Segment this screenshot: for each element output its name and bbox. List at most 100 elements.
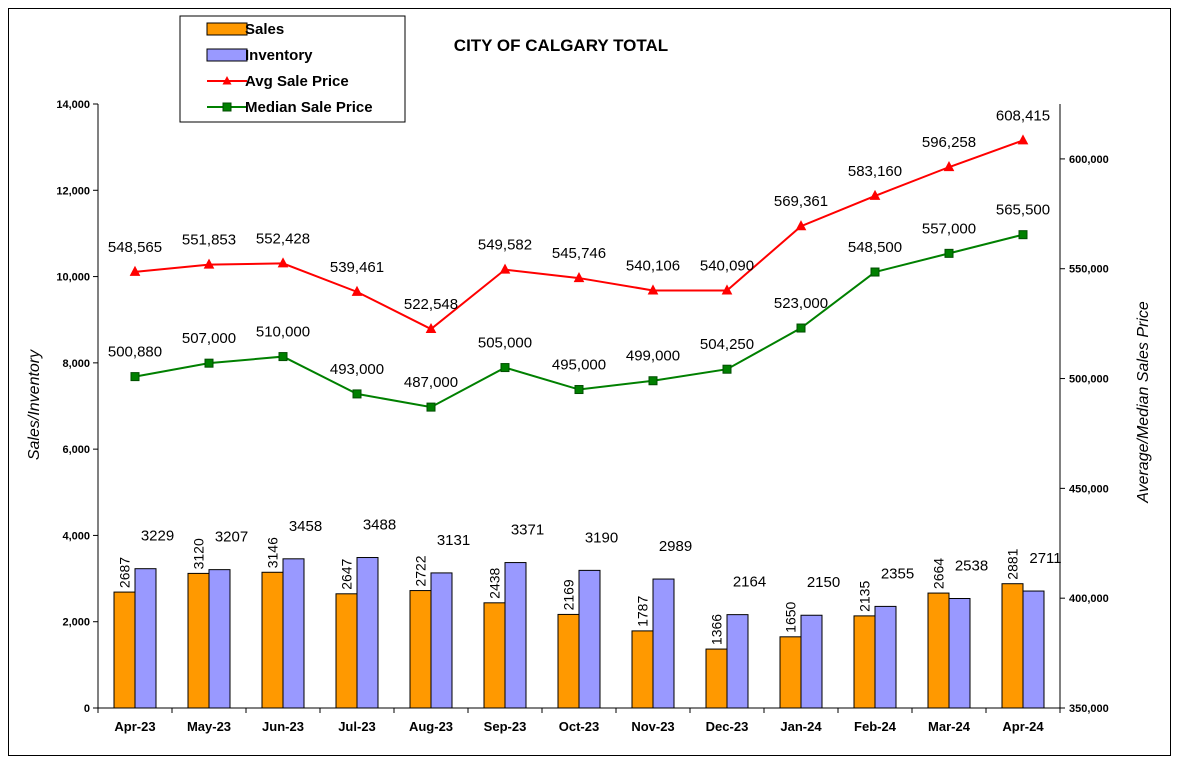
avg-sale-price-point bbox=[277, 257, 289, 268]
x-tick-label: Mar-24 bbox=[928, 719, 971, 734]
median-sale-price-point bbox=[648, 376, 658, 386]
inventory-data-label: 2355 bbox=[881, 565, 914, 582]
right-tick-label: 550,000 bbox=[1069, 264, 1109, 276]
legend-label-sales: Sales bbox=[245, 21, 284, 38]
avg-sale-price-data-label: 569,361 bbox=[774, 193, 828, 210]
avg-sale-price-point bbox=[203, 258, 215, 269]
median-sale-price-point bbox=[352, 389, 362, 399]
x-tick-label: Jun-23 bbox=[262, 719, 304, 734]
legend-label-avg-sale-price: Avg Sale Price bbox=[245, 73, 349, 90]
avg-sale-price-data-label: 522,548 bbox=[404, 296, 458, 313]
avg-sale-price-data-label: 596,258 bbox=[922, 134, 976, 151]
x-tick-label: Jul-23 bbox=[338, 719, 376, 734]
x-tick-label: Sep-23 bbox=[484, 719, 527, 734]
right-tick-label: 600,000 bbox=[1069, 154, 1109, 166]
inventory-bar bbox=[1022, 590, 1045, 709]
avg-sale-price-point bbox=[499, 263, 511, 274]
x-tick-label: Oct-23 bbox=[559, 719, 599, 734]
inventory-data-label: 3190 bbox=[585, 529, 618, 546]
avg-sale-price-data-label: 540,106 bbox=[626, 257, 680, 274]
sales-data-label: 3120 bbox=[191, 538, 207, 569]
chart-title: CITY OF CALGARY TOTAL bbox=[454, 36, 668, 55]
median-sale-price-data-label: 565,500 bbox=[996, 202, 1050, 219]
inventory-data-label: 2711 bbox=[1029, 550, 1061, 567]
avg-sale-price-data-label: 551,853 bbox=[182, 232, 236, 249]
right-tick-label: 350,000 bbox=[1069, 703, 1109, 715]
median-sale-price-point bbox=[944, 248, 954, 258]
avg-sale-price-point bbox=[869, 189, 881, 200]
avg-sale-price-point bbox=[129, 265, 141, 276]
left-tick-label: 0 bbox=[84, 703, 90, 715]
inventory-bar bbox=[652, 578, 675, 709]
avg-sale-price-data-label: 549,582 bbox=[478, 237, 532, 254]
sales-bar bbox=[1001, 583, 1024, 709]
median-sale-price-point bbox=[426, 402, 436, 412]
sales-data-label: 2135 bbox=[857, 581, 873, 612]
median-sale-price-data-label: 548,500 bbox=[848, 239, 902, 256]
median-sale-price-data-label: 557,000 bbox=[922, 220, 976, 237]
sales-data-label: 2647 bbox=[339, 558, 355, 589]
inventory-bar bbox=[726, 614, 749, 709]
median-sale-price-point bbox=[870, 267, 880, 277]
inventory-data-label: 2538 bbox=[955, 558, 988, 575]
inventory-bar bbox=[874, 605, 897, 709]
x-tick-label: Apr-23 bbox=[114, 719, 155, 734]
avg-sale-price-data-label: 545,746 bbox=[552, 245, 606, 262]
median-sale-price-point bbox=[500, 363, 510, 373]
legend-swatch-sales bbox=[206, 22, 248, 36]
x-tick-label: Nov-23 bbox=[631, 719, 674, 734]
inventory-bar bbox=[578, 569, 601, 709]
x-tick-label: Dec-23 bbox=[706, 719, 749, 734]
avg-sale-price-point bbox=[351, 285, 363, 296]
inventory-data-label: 2164 bbox=[733, 574, 766, 591]
legend: Sales Inventory Avg Sale Price Median Sale … bbox=[179, 15, 406, 123]
median-sale-price-point bbox=[796, 323, 806, 333]
avg-sale-price-data-label: 552,428 bbox=[256, 230, 310, 247]
sales-data-label: 2881 bbox=[1005, 548, 1021, 579]
median-sale-price-data-label: 495,000 bbox=[552, 357, 606, 374]
inventory-data-label: 2150 bbox=[807, 574, 840, 591]
avg-sale-price-point bbox=[573, 272, 585, 283]
sales-bar bbox=[113, 591, 136, 709]
median-sale-price-point bbox=[574, 385, 584, 395]
inventory-data-label: 3458 bbox=[289, 518, 322, 535]
x-tick-label: Apr-24 bbox=[1002, 719, 1044, 734]
median-sale-price-data-label: 499,000 bbox=[626, 348, 680, 365]
legend-label-median-sale-price: Median Sale Price bbox=[245, 99, 373, 116]
sales-bar bbox=[335, 593, 358, 709]
legend-marker-median-sale-price bbox=[222, 102, 232, 112]
right-tick-label: 400,000 bbox=[1069, 593, 1109, 605]
x-tick-label: Jan-24 bbox=[780, 719, 822, 734]
inventory-data-label: 3207 bbox=[215, 529, 248, 546]
inventory-bar bbox=[208, 569, 231, 709]
inventory-bar bbox=[430, 572, 453, 709]
median-sale-price-data-label: 523,000 bbox=[774, 295, 828, 312]
median-sale-price-data-label: 510,000 bbox=[256, 324, 310, 341]
median-sale-price-data-label: 504,250 bbox=[700, 336, 754, 353]
sales-data-label: 2687 bbox=[117, 557, 133, 588]
sales-bar bbox=[557, 613, 580, 709]
avg-sale-price-data-label: 608,415 bbox=[996, 107, 1050, 124]
inventory-data-label: 3229 bbox=[141, 528, 174, 545]
legend-label-inventory: Inventory bbox=[245, 47, 313, 64]
median-sale-price-data-label: 493,000 bbox=[330, 361, 384, 378]
sales-data-label: 1650 bbox=[783, 601, 799, 632]
sales-bar bbox=[631, 630, 654, 709]
legend-marker-avg-sale-price bbox=[222, 76, 232, 85]
left-axis-label: Sales/Inventory bbox=[26, 349, 43, 460]
left-tick-label: 6,000 bbox=[62, 444, 90, 456]
inventory-data-label: 3488 bbox=[363, 517, 396, 534]
avg-sale-price-data-label: 548,565 bbox=[108, 239, 162, 256]
avg-sale-price-point bbox=[795, 220, 807, 231]
inventory-data-label: 3371 bbox=[511, 522, 544, 539]
sales-bar bbox=[409, 590, 432, 709]
median-sale-price-data-label: 500,880 bbox=[108, 344, 162, 361]
sales-data-label: 2438 bbox=[487, 567, 503, 598]
sales-bar bbox=[927, 592, 950, 709]
sales-data-label: 1366 bbox=[709, 614, 725, 645]
avg-sale-price-point bbox=[1017, 134, 1029, 145]
median-sale-price-point bbox=[722, 364, 732, 374]
left-tick-label: 4,000 bbox=[62, 530, 90, 542]
right-axis-label: Average/Median Sales Price bbox=[1135, 301, 1152, 504]
sales-bar bbox=[483, 602, 506, 709]
